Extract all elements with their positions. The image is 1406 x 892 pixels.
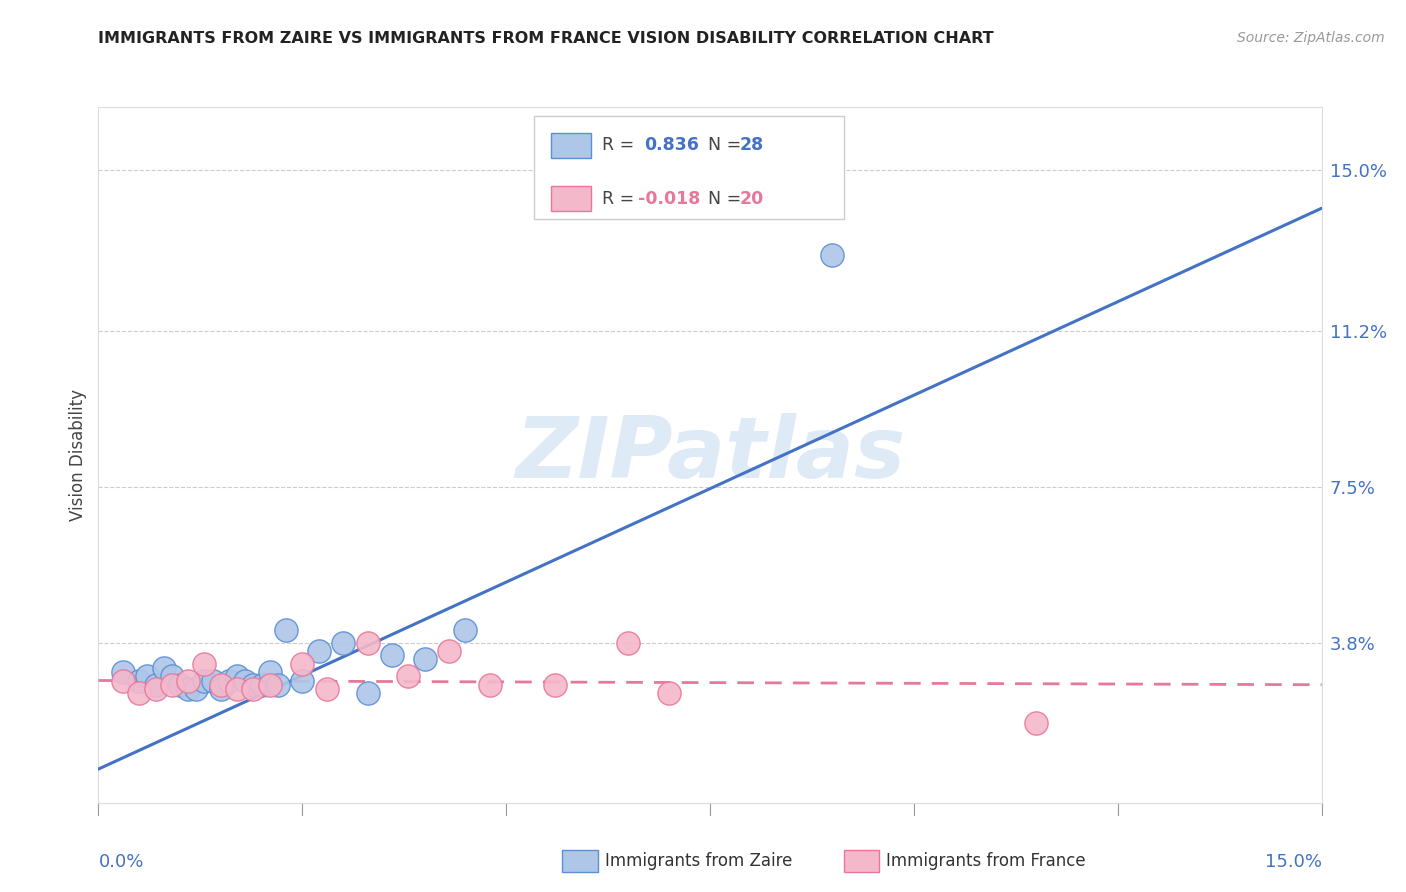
- Point: [259, 665, 281, 679]
- Point: [259, 678, 281, 692]
- Text: 20: 20: [740, 190, 763, 208]
- Point: [291, 673, 314, 688]
- Point: [209, 681, 232, 696]
- Point: [128, 686, 150, 700]
- Point: [332, 635, 354, 649]
- Text: N =: N =: [697, 136, 747, 154]
- Point: [226, 669, 249, 683]
- Text: N =: N =: [697, 190, 747, 208]
- Point: [193, 673, 215, 688]
- Text: IMMIGRANTS FROM ZAIRE VS IMMIGRANTS FROM FRANCE VISION DISABILITY CORRELATION CH: IMMIGRANTS FROM ZAIRE VS IMMIGRANTS FROM…: [98, 31, 994, 46]
- Text: 28: 28: [740, 136, 763, 154]
- Point: [454, 623, 477, 637]
- Point: [145, 681, 167, 696]
- Y-axis label: Vision Disability: Vision Disability: [69, 389, 87, 521]
- Point: [274, 623, 297, 637]
- Point: [250, 678, 273, 692]
- Point: [233, 673, 256, 688]
- Point: [617, 635, 640, 649]
- Point: [177, 673, 200, 688]
- Text: R =: R =: [602, 190, 640, 208]
- Point: [437, 644, 460, 658]
- Point: [136, 669, 159, 683]
- Point: [396, 669, 419, 683]
- Point: [177, 681, 200, 696]
- Text: -0.018: -0.018: [638, 190, 700, 208]
- Point: [111, 665, 134, 679]
- Point: [226, 681, 249, 696]
- Text: R =: R =: [602, 136, 645, 154]
- Point: [356, 686, 378, 700]
- Point: [291, 657, 314, 671]
- Point: [201, 673, 224, 688]
- Point: [242, 678, 264, 692]
- Text: Source: ZipAtlas.com: Source: ZipAtlas.com: [1237, 31, 1385, 45]
- Point: [242, 681, 264, 696]
- Text: 0.836: 0.836: [644, 136, 699, 154]
- Point: [413, 652, 436, 666]
- Point: [186, 681, 208, 696]
- Point: [152, 661, 174, 675]
- Text: 0.0%: 0.0%: [98, 854, 143, 871]
- Point: [160, 669, 183, 683]
- Point: [218, 673, 240, 688]
- Point: [381, 648, 404, 663]
- Text: ZIPatlas: ZIPatlas: [515, 413, 905, 497]
- Point: [315, 681, 337, 696]
- Text: Immigrants from France: Immigrants from France: [886, 852, 1085, 870]
- Point: [478, 678, 501, 692]
- Point: [128, 673, 150, 688]
- Point: [821, 247, 844, 261]
- Point: [658, 686, 681, 700]
- Point: [160, 678, 183, 692]
- Text: Immigrants from Zaire: Immigrants from Zaire: [605, 852, 792, 870]
- Point: [308, 644, 330, 658]
- Point: [356, 635, 378, 649]
- Point: [267, 678, 290, 692]
- Point: [193, 657, 215, 671]
- Point: [145, 678, 167, 692]
- Text: 15.0%: 15.0%: [1264, 854, 1322, 871]
- Point: [544, 678, 567, 692]
- Point: [111, 673, 134, 688]
- Point: [1025, 715, 1047, 730]
- Point: [169, 678, 191, 692]
- Point: [209, 678, 232, 692]
